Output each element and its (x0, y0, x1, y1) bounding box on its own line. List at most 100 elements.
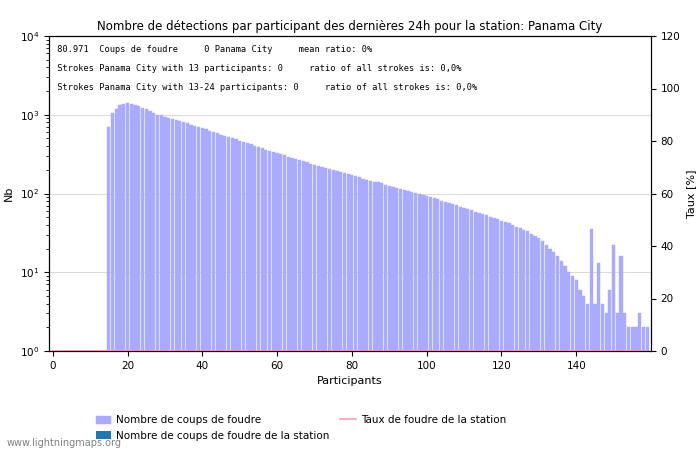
Bar (549, 248, 552, 450)
Bar (265, 149, 267, 450)
Bar (589, 230, 593, 450)
Bar (571, 276, 574, 450)
Bar (533, 236, 537, 450)
Bar (399, 189, 402, 450)
Bar (354, 176, 357, 450)
Bar (182, 122, 186, 450)
Bar (477, 213, 481, 450)
Bar (564, 266, 566, 450)
Bar (96, 351, 99, 450)
Bar (276, 153, 279, 450)
Bar (134, 105, 136, 450)
Bar (335, 171, 339, 450)
Bar (556, 256, 559, 450)
Bar (631, 327, 634, 450)
Bar (365, 180, 368, 450)
Bar (316, 166, 320, 450)
Bar (178, 121, 181, 450)
Bar (201, 128, 204, 450)
Bar (260, 148, 264, 450)
Bar (156, 115, 159, 450)
Taux de foudre de la station (48, 348, 57, 354)
Bar (361, 179, 365, 450)
Bar (470, 211, 473, 450)
Bar (429, 197, 432, 450)
Bar (537, 238, 540, 450)
Bar (575, 280, 577, 450)
Bar (171, 119, 174, 450)
Bar (414, 193, 417, 450)
Bar (410, 192, 413, 450)
Bar (287, 157, 290, 450)
Bar (118, 105, 122, 450)
Bar (594, 304, 596, 450)
Bar (560, 261, 563, 450)
Bar (70, 351, 73, 450)
Bar (447, 203, 451, 450)
Bar (444, 202, 447, 450)
Bar (578, 290, 582, 450)
Title: Nombre de détections par participant des dernières 24h pour la station: Panama C: Nombre de détections par participant des… (97, 20, 603, 33)
Bar (440, 201, 443, 450)
Bar (421, 195, 424, 450)
Taux de foudre de la station (535, 348, 543, 354)
Taux de foudre de la station (217, 348, 225, 354)
Bar (193, 126, 197, 450)
Bar (223, 136, 226, 450)
Bar (620, 256, 623, 450)
Bar (463, 208, 466, 450)
Taux de foudre de la station (613, 348, 622, 354)
Bar (627, 327, 630, 450)
Bar (66, 351, 69, 450)
Bar (474, 212, 477, 450)
Bar (126, 103, 129, 450)
Bar (268, 151, 271, 450)
Bar (197, 127, 200, 450)
Bar (241, 142, 245, 450)
Bar (92, 351, 95, 450)
Bar (328, 169, 331, 450)
Bar (489, 216, 492, 450)
Bar (466, 209, 470, 450)
Bar (115, 108, 118, 450)
Bar (642, 327, 645, 450)
Bar (634, 327, 638, 450)
Bar (122, 104, 125, 450)
Bar (358, 177, 361, 450)
Text: www.lightningmaps.org: www.lightningmaps.org (7, 438, 122, 448)
Bar (107, 127, 111, 450)
Bar (545, 245, 548, 450)
Bar (645, 327, 649, 450)
Bar (152, 113, 155, 450)
Bar (294, 159, 298, 450)
Bar (279, 154, 282, 450)
Bar (130, 104, 133, 450)
Bar (321, 167, 323, 450)
Bar (309, 163, 312, 450)
Bar (612, 245, 615, 450)
Bar (372, 181, 376, 450)
Text: Strokes Panama City with 13-24 participants: 0     ratio of all strokes is: 0,0%: Strokes Panama City with 13-24 participa… (52, 83, 477, 92)
Bar (346, 174, 350, 450)
Bar (238, 141, 242, 450)
Bar (514, 227, 518, 450)
Bar (234, 140, 237, 450)
Bar (541, 241, 544, 450)
Bar (77, 351, 80, 450)
Bar (455, 205, 458, 450)
Bar (567, 272, 570, 450)
Bar (391, 187, 395, 450)
Bar (111, 113, 114, 450)
Bar (62, 351, 66, 450)
Bar (508, 223, 510, 450)
Bar (452, 204, 454, 450)
Bar (601, 304, 604, 450)
Bar (137, 106, 140, 450)
Bar (81, 351, 84, 450)
Bar (597, 263, 600, 450)
Bar (500, 221, 503, 450)
Bar (190, 125, 193, 450)
Bar (519, 229, 522, 450)
Bar (552, 252, 555, 450)
Bar (272, 152, 275, 450)
